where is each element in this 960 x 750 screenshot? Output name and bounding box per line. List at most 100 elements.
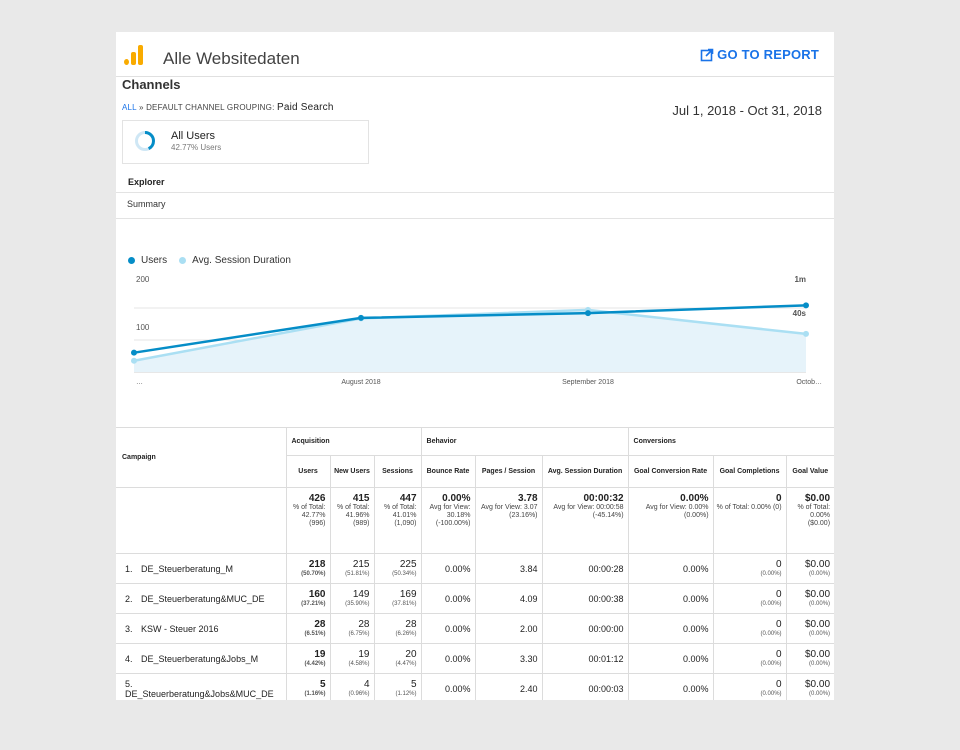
tab-summary[interactable]: Summary: [127, 199, 166, 209]
users-cell: 5 (1.16%): [285, 673, 331, 700]
segment-card[interactable]: All Users 42.77% Users: [122, 120, 369, 164]
sessions-cell: 20 (4.47%): [373, 643, 422, 674]
legend-label-duration: Avg. Session Duration: [192, 255, 291, 266]
analytics-logo-icon: [124, 43, 144, 65]
chart-legend: Users Avg. Session Duration: [128, 255, 291, 266]
campaign-name-link[interactable]: KSW - Steuer 2016: [141, 623, 219, 634]
report-title: Channels: [122, 77, 181, 92]
goal-conversion-rate-cell: 0.00%: [627, 553, 714, 584]
campaign-name-link[interactable]: DE_Steuerberatung&Jobs_M: [141, 653, 259, 664]
goal-completions-cell: 0 (0.00%): [712, 673, 787, 700]
col-goal-completions[interactable]: Goal Completions: [712, 455, 787, 488]
legend-dot-users: [128, 257, 135, 264]
conversions-header: Conversions: [627, 427, 834, 456]
breadcrumb-current: Paid Search: [276, 102, 334, 113]
campaign-cell[interactable]: 2. DE_Steuerberatung&MUC_DE: [116, 583, 287, 614]
new-users-cell: 28 (6.75%): [329, 613, 375, 644]
breadcrumb-separator: »: [138, 103, 144, 112]
col-goal-value[interactable]: Goal Value: [785, 455, 834, 488]
users-cell: 218 (50.70%): [285, 553, 331, 584]
col-pages-session[interactable]: Pages / Session: [474, 455, 543, 488]
sessions-cell: 225 (50.34%): [373, 553, 422, 584]
campaign-cell[interactable]: 4. DE_Steuerberatung&Jobs_M: [116, 643, 287, 674]
goal-value-cell: $0.00 (0.00%): [785, 673, 834, 700]
go-to-report-label: GO TO REPORT: [717, 47, 819, 62]
campaign-table: Campaign Acquisition Behavior Conversion…: [116, 427, 834, 700]
segment-subtitle: 42.77% Users: [171, 143, 222, 152]
summary-divider: [116, 218, 834, 219]
avg-session-duration-cell: 00:00:38: [541, 583, 629, 614]
new-users-cell: 149 (35.90%): [329, 583, 375, 614]
bounce-rate-cell: 0.00%: [420, 643, 476, 674]
x-tick-label: September 2018: [562, 379, 614, 386]
avg-session-duration-cell: 00:00:03: [541, 673, 629, 700]
duration-area: [134, 309, 806, 372]
col-users[interactable]: Users: [285, 455, 331, 488]
table-row: 1. DE_Steuerberatung_M 218 (50.70%) 215 (51.8…: [116, 553, 834, 584]
users-point: [358, 314, 364, 321]
col-bounce-rate[interactable]: Bounce Rate: [420, 455, 476, 488]
col-goal-conversion-rate[interactable]: Goal Conversion Rate: [627, 455, 714, 488]
pages-session-cell: 3.84: [474, 553, 543, 584]
goal-conversion-rate-cell: 0.00%: [627, 583, 714, 614]
segment-title: All Users: [171, 130, 216, 142]
x-tick-label: Octob…: [796, 379, 822, 386]
y2-tick-label: 1m: [794, 275, 806, 284]
pages-session-cell: 2.00: [474, 613, 543, 644]
legend-dot-duration: [179, 257, 187, 264]
total-bounce-rate: 0.00% Avg for View: 30.18% (-100.00%): [420, 487, 476, 554]
goal-conversion-rate-cell: 0.00%: [627, 643, 714, 674]
goal-value-cell: $0.00 (0.00%): [785, 643, 834, 674]
breadcrumb-group: DEFAULT CHANNEL GROUPING:: [146, 103, 275, 112]
col-avg-session-duration[interactable]: Avg. Session Duration: [541, 455, 629, 488]
row-index: 5.: [125, 678, 133, 689]
total-pages-session: 3.78 Avg for View: 3.07 (23.16%): [474, 487, 543, 554]
report-card: Alle Websitedaten GO TO REPORT Channels …: [116, 32, 834, 700]
goal-conversion-rate-cell: 0.00%: [627, 613, 714, 644]
users-cell: 160 (37.21%): [285, 583, 331, 614]
col-sessions[interactable]: Sessions: [373, 455, 422, 488]
campaign-cell[interactable]: 1. DE_Steuerberatung_M: [116, 553, 287, 584]
acquisition-header: Acquisition: [285, 427, 422, 456]
users-point: [585, 310, 591, 317]
x-tick-label: August 2018: [341, 379, 380, 386]
bounce-rate-cell: 0.00%: [420, 553, 476, 584]
legend-item-duration[interactable]: Avg. Session Duration: [179, 255, 291, 266]
date-range[interactable]: Jul 1, 2018 - Oct 31, 2018: [672, 103, 822, 118]
y-tick-label: 200: [136, 275, 150, 284]
tab-explorer[interactable]: Explorer: [122, 173, 170, 193]
campaign-name-link[interactable]: DE_Steuerberatung&MUC_DE: [141, 593, 265, 604]
avg-session-duration-cell: 00:00:00: [541, 613, 629, 644]
duration-point: [131, 357, 137, 364]
sessions-cell: 28 (6.26%): [373, 613, 422, 644]
table-row: 2. DE_Steuerberatung&MUC_DE 160 (37.21%) 149…: [116, 583, 834, 614]
campaign-header[interactable]: Campaign: [116, 427, 287, 488]
row-index: 3.: [125, 623, 133, 634]
pages-session-cell: 4.09: [474, 583, 543, 614]
breadcrumb-all-link[interactable]: ALL: [122, 103, 137, 112]
campaign-name-link[interactable]: DE_Steuerberatung_M: [141, 563, 234, 574]
col-new-users[interactable]: New Users: [329, 455, 375, 488]
table-row: 4. DE_Steuerberatung&Jobs_M 19 (4.42%) 19 (4.…: [116, 643, 834, 674]
users-cell: 19 (4.42%): [285, 643, 331, 674]
legend-label-users: Users: [141, 255, 168, 266]
new-users-cell: 19 (4.58%): [329, 643, 375, 674]
row-index: 2.: [125, 593, 133, 604]
totals-row: 426% of Total: 42.77% (996) 415% of Tota…: [116, 487, 834, 554]
campaign-cell[interactable]: 5.DE_Steuerberatung&Jobs&MUC_DE: [116, 673, 287, 700]
y2-tick-label: 40s: [793, 309, 807, 318]
sessions-cell: 169 (37.81%): [373, 583, 422, 614]
legend-item-users[interactable]: Users: [128, 255, 167, 266]
total-goal-completions: 0% of Total: 0.00% (0): [712, 487, 787, 554]
x-tick-label: …: [136, 379, 143, 386]
goal-value-cell: $0.00 (0.00%): [785, 583, 834, 614]
sessions-cell: 5 (1.12%): [373, 673, 422, 700]
go-to-report-button[interactable]: GO TO REPORT: [700, 47, 819, 62]
campaign-name-link[interactable]: DE_Steuerberatung&Jobs&MUC_DE: [125, 688, 274, 699]
tab-divider: [116, 192, 834, 193]
avg-session-duration-cell: 00:00:28: [541, 553, 629, 584]
users-point: [131, 349, 137, 356]
goal-value-cell: $0.00 (0.00%): [785, 553, 834, 584]
campaign-cell[interactable]: 3. KSW - Steuer 2016: [116, 613, 287, 644]
y-tick-label: 100: [136, 323, 150, 332]
